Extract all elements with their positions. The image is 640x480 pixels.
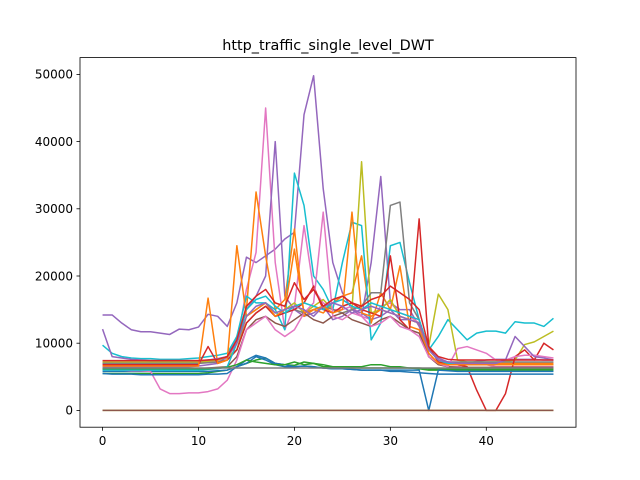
y-tick-label: 30000 <box>35 202 73 216</box>
chart-title: http_traffic_single_level_DWT <box>222 38 434 54</box>
y-tick-label: 0 <box>65 404 73 418</box>
y-tick-label: 50000 <box>35 68 73 82</box>
x-tick-label: 10 <box>191 434 206 448</box>
y-tick-label: 10000 <box>35 337 73 351</box>
x-tick-label: 30 <box>383 434 398 448</box>
x-tick-label: 20 <box>287 434 302 448</box>
y-tick-label: 40000 <box>35 135 73 149</box>
y-tick-label: 20000 <box>35 269 73 283</box>
x-tick-label: 40 <box>479 434 494 448</box>
x-tick-label: 0 <box>99 434 107 448</box>
